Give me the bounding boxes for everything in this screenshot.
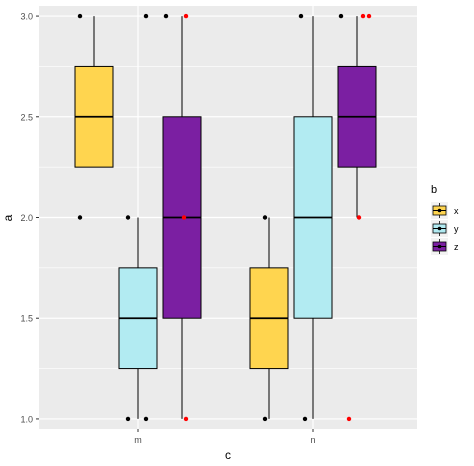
- data-point: [77, 215, 83, 220]
- data-point: [366, 13, 372, 19]
- y-tick-label: 2.5: [20, 112, 33, 122]
- data-point: [181, 215, 187, 220]
- data-point: [143, 13, 149, 19]
- y-tick-label: 3.0: [20, 12, 33, 22]
- axes: 1.0 1.5 2.0 2.5 3.0 m n: [20, 12, 315, 445]
- data-point: [143, 416, 149, 422]
- legend-label: x: [454, 206, 459, 216]
- y-tick-label: 1.0: [20, 414, 33, 424]
- legend-title: b: [431, 184, 437, 196]
- y-axis-title: a: [1, 214, 15, 221]
- legend-key-point: [437, 244, 442, 249]
- data-point: [360, 13, 366, 19]
- data-point: [298, 13, 304, 19]
- data-point: [77, 13, 83, 19]
- y-tick-label: 2.0: [20, 213, 33, 223]
- data-point: [338, 13, 344, 19]
- legend: b xyz: [431, 184, 459, 255]
- data-point: [262, 416, 268, 422]
- data-point: [262, 215, 268, 220]
- data-point: [302, 416, 308, 422]
- x-axis-title: c: [225, 448, 231, 462]
- legend-label: z: [454, 242, 459, 252]
- legend-label: y: [454, 224, 459, 234]
- x-tick-label: m: [134, 435, 142, 445]
- boxes: [74, 16, 377, 419]
- data-point: [346, 416, 352, 422]
- points: [77, 13, 372, 422]
- x-tick-label: n: [310, 435, 315, 445]
- data-point: [125, 416, 131, 422]
- y-tick-label: 1.5: [20, 314, 33, 324]
- data-point: [125, 215, 131, 220]
- data-point: [183, 13, 189, 19]
- data-point: [356, 215, 362, 220]
- data-point: [183, 416, 189, 422]
- legend-key-point: [437, 226, 442, 231]
- data-point: [163, 13, 169, 19]
- legend-key-point: [437, 208, 442, 213]
